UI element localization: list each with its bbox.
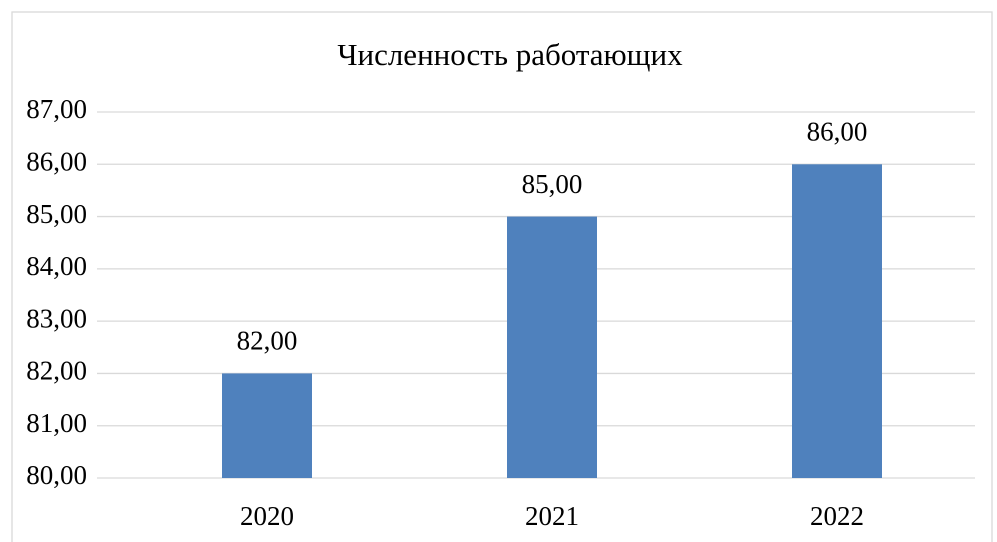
chart-border [11,11,993,542]
y-tick-label: 83,00 [26,303,87,333]
x-tick-label: 2022 [810,501,864,531]
y-tick-label: 86,00 [26,146,87,176]
x-tick-label: 2020 [240,501,294,531]
data-label: 82,00 [237,326,298,356]
bar [507,216,597,479]
bar [792,164,882,479]
data-label: 85,00 [522,169,583,199]
x-tick-label: 2021 [525,501,579,531]
y-tick-label: 81,00 [26,408,87,438]
y-tick-label: 80,00 [26,460,87,490]
y-tick-label: 85,00 [26,199,87,229]
y-tick-label: 87,00 [26,94,87,124]
bar [222,373,312,478]
y-tick-label: 82,00 [26,356,87,386]
chart-title: Численность работающих [337,37,683,72]
y-tick-label: 84,00 [26,251,87,281]
data-label: 86,00 [807,116,868,146]
